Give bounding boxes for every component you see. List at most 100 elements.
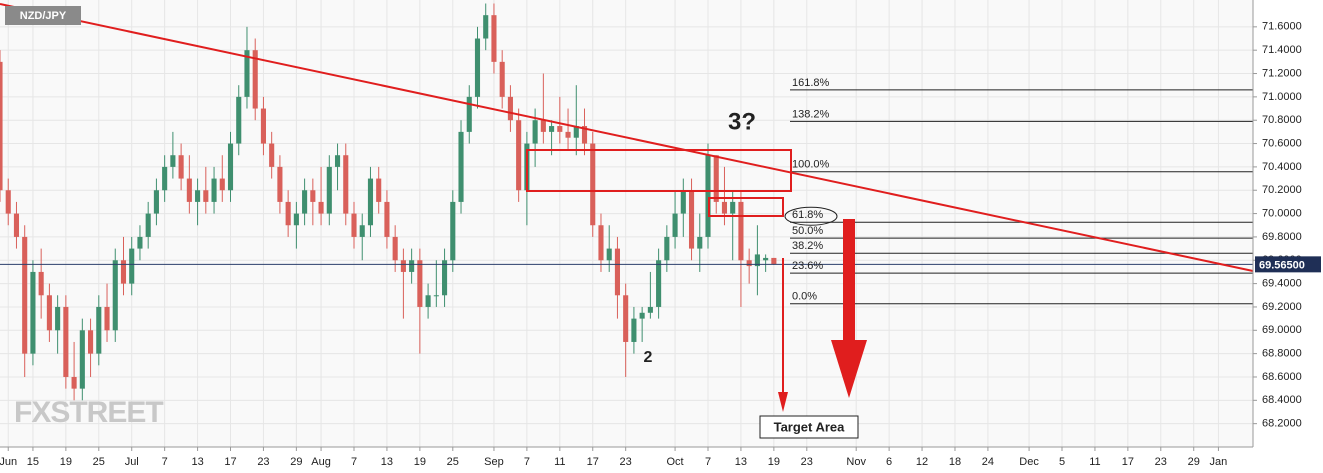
- x-tick-label: 19: [768, 456, 780, 468]
- x-tick-label: 11: [1089, 456, 1100, 468]
- x-tick-label: 7: [524, 456, 530, 468]
- candle-body: [491, 15, 497, 62]
- candle-body: [277, 166, 283, 202]
- candle-body: [195, 190, 201, 202]
- candle-body: [680, 190, 686, 214]
- candle-body: [705, 155, 711, 237]
- x-tick-label: Sep: [484, 456, 504, 468]
- overlays: 161.8% 138.2% 100.0% 61.8% 50.0% 38.2% 23.6% 0.…: [0, 3, 1254, 439]
- candle-body: [5, 190, 11, 214]
- candle-body: [269, 143, 275, 167]
- y-tick-label: 69.8000: [1262, 231, 1302, 243]
- x-tick-label: Nov: [846, 456, 866, 468]
- candle-body: [532, 120, 538, 144]
- x-tick-label: 25: [93, 456, 105, 468]
- candle-body: [359, 225, 365, 237]
- candle-body: [178, 155, 184, 179]
- x-tick-label: 29: [1188, 456, 1200, 468]
- x-tick-label: Oct: [667, 456, 684, 468]
- candle-body: [376, 178, 382, 202]
- target-label: Target Area: [774, 419, 846, 434]
- candle-body: [310, 190, 316, 202]
- candle-body: [425, 295, 431, 307]
- y-tick-label: 70.8000: [1262, 114, 1302, 126]
- candle-body: [96, 306, 102, 354]
- candle-body: [137, 236, 143, 249]
- x-tick-label: 5: [1059, 456, 1065, 468]
- x-tick-label: 25: [447, 456, 459, 468]
- candle-body: [285, 201, 291, 226]
- candle-body: [38, 271, 44, 296]
- candle-body: [581, 126, 588, 144]
- candle-body: [244, 50, 250, 97]
- candle-body: [120, 260, 127, 284]
- candle-body: [55, 306, 61, 331]
- candle-body: [738, 201, 744, 261]
- x-tick-label: 17: [224, 456, 236, 468]
- candle-body: [664, 236, 670, 261]
- candle-body: [13, 213, 20, 237]
- x-tick-label: Jan: [1210, 456, 1228, 468]
- candle-body: [565, 131, 571, 138]
- candle-body: [771, 257, 777, 265]
- candle-body: [79, 330, 85, 389]
- candle-body: [46, 295, 52, 331]
- fib-label: 138.2%: [792, 108, 830, 120]
- fib-label: 161.8%: [792, 77, 830, 89]
- x-tick-label: Jun: [0, 456, 17, 468]
- candle-body: [516, 120, 522, 191]
- candle-body: [211, 178, 217, 202]
- candle-body: [334, 155, 341, 167]
- symbol: NZD/JPY: [20, 10, 67, 22]
- candle-body: [302, 190, 308, 214]
- candle-body: [236, 96, 242, 144]
- x-tick-label: 12: [916, 456, 928, 468]
- y-tick-label: 71.0000: [1262, 91, 1302, 103]
- candle-body: [88, 330, 94, 354]
- fib-highlight: [784, 206, 838, 226]
- candle-body: [713, 155, 719, 202]
- candle-body: [442, 260, 448, 296]
- x-tick-label: 19: [414, 456, 426, 468]
- x-tick-label: 7: [351, 456, 357, 468]
- candle-body: [763, 257, 769, 261]
- candle-body: [730, 201, 736, 214]
- candle-body: [343, 155, 349, 214]
- arrow-head: [778, 392, 788, 412]
- x-tick-label: 17: [1122, 456, 1134, 468]
- candle-body: [474, 38, 481, 97]
- candle-body: [129, 248, 135, 284]
- candle-body: [647, 306, 653, 313]
- candle-body: [351, 213, 357, 237]
- candle-body: [71, 376, 77, 389]
- candle-body: [639, 312, 645, 319]
- fib-label: 50.0%: [792, 225, 823, 237]
- candle-body: [260, 108, 266, 144]
- x-tick-label: 13: [191, 456, 203, 468]
- candle-body: [483, 15, 489, 39]
- x-tick-label: Dec: [1019, 456, 1039, 468]
- y-tick-label: 69.2000: [1262, 301, 1302, 313]
- trend-line: [0, 3, 1254, 272]
- wave-label: 2: [644, 349, 653, 366]
- candle-body: [112, 260, 118, 331]
- last-price-box: [1255, 256, 1321, 273]
- candle-body: [400, 260, 406, 272]
- candle-body: [754, 254, 760, 267]
- fib-label: 38.2%: [792, 240, 823, 252]
- y-tick-label: 70.2000: [1262, 184, 1302, 196]
- candle-body: [409, 260, 415, 272]
- fib-label: 23.6%: [792, 260, 823, 272]
- candle-body: [549, 126, 555, 132]
- candle-body: [0, 61, 3, 191]
- x-tick-label: 7: [162, 456, 168, 468]
- y-tick-label: 69.0000: [1262, 324, 1302, 336]
- x-tick-label: 17: [587, 456, 599, 468]
- candle-body: [326, 166, 332, 214]
- candle-body: [598, 225, 604, 261]
- x-tick-label: 23: [801, 456, 813, 468]
- resistance-box: [708, 197, 784, 217]
- y-tick-label: 68.2000: [1262, 418, 1302, 430]
- candle-body: [697, 236, 703, 249]
